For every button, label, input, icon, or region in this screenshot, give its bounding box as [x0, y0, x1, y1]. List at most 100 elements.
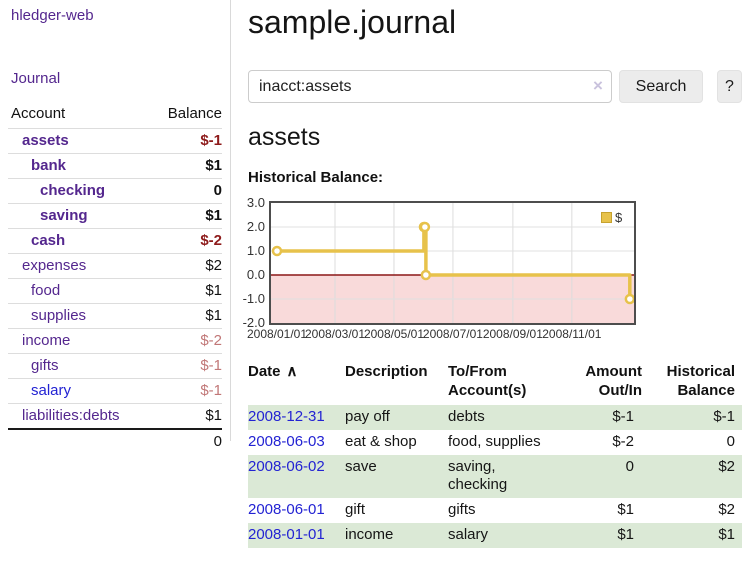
register-header-balance: Historical Balance [642, 360, 742, 405]
account-column-header: Account [8, 102, 150, 129]
account-link-salary[interactable]: salary [31, 382, 72, 399]
account-link-income[interactable]: income [22, 332, 71, 349]
account-row: income $-2 [8, 328, 222, 354]
register-row: 2008-12-31 pay off debts $-1 $-1 [248, 405, 742, 430]
page-title: sample.journal [248, 4, 457, 40]
transaction-accounts: salary [448, 526, 489, 543]
account-link-liabilities-debts[interactable]: liabilities:debts [22, 407, 120, 424]
account-row: saving $1 [8, 203, 222, 229]
y-axis-tick-label: -2.0 [242, 315, 265, 330]
y-axis-tick-label: 1.0 [246, 243, 265, 258]
y-axis-tick-label: 2.0 [246, 219, 265, 234]
balance-header-line2: Balance [677, 382, 735, 399]
register-table: Date ∧ Description To/From Account(s) Amo… [248, 360, 742, 548]
sidebar-item-journal[interactable]: Journal [11, 70, 61, 87]
app-brand-link[interactable]: hledger-web [11, 7, 94, 24]
account-link-supplies[interactable]: supplies [31, 307, 87, 324]
account-tree-table: Account Balance assets $-1 bank $1 check… [8, 102, 222, 454]
account-tree-header-row: Account Balance [8, 102, 222, 129]
account-link-checking[interactable]: checking [40, 182, 106, 199]
accounts-total-balance: 0 [149, 428, 222, 454]
accounts-header-line1: To/From [448, 363, 507, 380]
chart-title: Historical Balance: [248, 169, 384, 186]
register-header-date[interactable]: Date ∧ [248, 360, 345, 405]
account-balance: $-1 [149, 353, 222, 379]
y-axis-tick-label: 3.0 [246, 195, 265, 210]
account-balance: $-1 [149, 378, 222, 404]
account-balance: 0 [149, 178, 222, 204]
transaction-balance: $2 [718, 458, 735, 475]
transaction-balance: $-1 [713, 408, 735, 425]
transaction-description: eat & shop [345, 433, 417, 450]
register-header-row: Date ∧ Description To/From Account(s) Amo… [248, 360, 742, 405]
search-button[interactable]: Search [619, 70, 703, 103]
account-balance: $1 [149, 203, 222, 229]
account-balance: $1 [149, 303, 222, 329]
transaction-amount: $-2 [612, 433, 634, 450]
account-heading: assets [248, 123, 321, 151]
account-balance: $1 [149, 153, 222, 179]
transaction-accounts: food, supplies [448, 433, 541, 450]
account-row: liabilities:debts $1 [8, 403, 222, 430]
account-row: gifts $-1 [8, 353, 222, 379]
account-row: food $1 [8, 278, 222, 304]
x-axis-tick-label: 2008/05/01 [363, 327, 424, 341]
transaction-date-link[interactable]: 2008-01-01 [248, 526, 325, 543]
amount-header-line2: Out/In [598, 382, 642, 399]
register-row: 2008-06-03 eat & shop food, supplies $-2… [248, 430, 742, 455]
account-link-bank[interactable]: bank [31, 157, 67, 174]
legend-swatch-icon [601, 212, 612, 223]
search-input[interactable] [248, 70, 612, 103]
chart-legend: $ [601, 210, 622, 225]
balance-chart-svg [271, 203, 634, 323]
help-button[interactable]: ? [717, 70, 742, 103]
transaction-amount: $1 [617, 501, 634, 518]
transaction-date-link[interactable]: 2008-06-01 [248, 501, 325, 518]
account-link-assets[interactable]: assets [22, 132, 69, 149]
legend-label: $ [615, 210, 623, 225]
transaction-balance: $1 [718, 526, 735, 543]
account-total-row: 0 [8, 428, 222, 454]
accounts-header-line2: Account(s) [448, 382, 527, 399]
transaction-date-link[interactable]: 2008-06-03 [248, 433, 325, 450]
transaction-accounts: gifts [448, 501, 476, 518]
account-row: cash $-2 [8, 228, 222, 254]
date-header-label: Date [248, 363, 281, 380]
transaction-amount: 0 [625, 458, 634, 475]
register-row: 2008-06-01 gift gifts $1 $2 [248, 498, 742, 523]
sort-asc-icon: ∧ [286, 363, 298, 380]
account-row: checking 0 [8, 178, 222, 204]
transaction-description: pay off [345, 408, 390, 425]
amount-header-line1: Amount [585, 363, 642, 380]
transaction-balance: 0 [726, 433, 735, 450]
account-link-food[interactable]: food [31, 282, 61, 299]
balance-header-line1: Historical [666, 363, 735, 380]
x-axis-tick-label: 2008/03/01 [304, 327, 366, 341]
account-balance: $1 [149, 403, 222, 430]
description-header-label: Description [345, 363, 428, 380]
register-row: 2008-06-02 save saving, checking 0 $2 [248, 455, 742, 498]
account-link-gifts[interactable]: gifts [31, 357, 59, 374]
account-row: salary $-1 [8, 378, 222, 404]
x-axis-tick-label: 2008/11/01 [542, 327, 602, 341]
account-link-cash[interactable]: cash [31, 232, 66, 249]
account-link-expenses[interactable]: expenses [22, 257, 87, 274]
transaction-amount: $1 [617, 526, 634, 543]
account-row: bank $1 [8, 153, 222, 179]
transaction-date-link[interactable]: 2008-06-02 [248, 458, 325, 475]
sidebar: hledger-web Journal Account Balance asse… [0, 0, 231, 454]
account-row: supplies $1 [8, 303, 222, 329]
account-link-saving[interactable]: saving [40, 207, 88, 224]
register-header-description: Description [345, 360, 448, 405]
x-axis-tick-label: 2008/07/01 [422, 327, 483, 341]
account-balance: $-2 [149, 328, 222, 354]
clear-search-icon[interactable]: × [593, 76, 603, 95]
account-balance: $1 [149, 278, 222, 304]
account-balance: $-2 [149, 228, 222, 254]
transaction-accounts: debts [448, 408, 485, 425]
y-axis-tick-label: 0.0 [246, 267, 265, 282]
account-balance: $-1 [149, 128, 222, 154]
transaction-date-link[interactable]: 2008-12-31 [248, 408, 325, 425]
x-axis-tick-label: 2008/09/01 [482, 327, 543, 341]
